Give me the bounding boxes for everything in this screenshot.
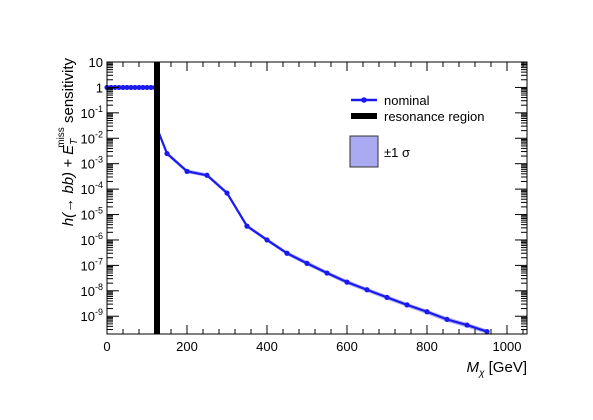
y-tick-label: 10-8 — [81, 282, 103, 299]
legend-nominal-label: nominal — [384, 93, 430, 108]
y-tick-label: 10-7 — [81, 256, 103, 273]
nominal-data-point — [148, 84, 154, 91]
nominal-data-point — [464, 322, 470, 328]
legend-resonance-swatch — [351, 113, 377, 119]
legend: nominal resonance region ±1 σ — [349, 93, 484, 168]
y-tick-label: 1 — [96, 80, 103, 95]
nominal-data-point — [184, 168, 190, 174]
y-tick-label: 10-1 — [81, 104, 103, 121]
nominal-data-point — [144, 84, 150, 91]
nominal-data-point — [324, 270, 330, 276]
legend-sigma-swatch — [349, 135, 379, 168]
nominal-data-point — [140, 84, 146, 91]
nominal-data-point — [364, 287, 370, 293]
nominal-data-point — [384, 294, 390, 301]
legend-resonance-label: resonance region — [384, 109, 484, 124]
nominal-line-layer — [104, 84, 490, 335]
legend-sigma-label: ±1 σ — [384, 145, 410, 160]
x-tick-label: 400 — [256, 339, 278, 354]
y-axis-label: h(→ bb) + ETmiss sensitivity — [56, 58, 80, 227]
y-tick-label: 10 — [89, 55, 103, 70]
plot-frame — [106, 61, 528, 335]
x-tick-label: 200 — [176, 339, 198, 354]
nominal-data-point — [424, 309, 430, 315]
nominal-data-point — [204, 172, 210, 178]
nominal-data-point — [444, 316, 450, 323]
ticks-layer: 0 200 400 600 800 1000 10 1 10-1 10-2 10-3 10-4 10-5… — [81, 55, 527, 354]
nominal-data-point — [344, 279, 350, 285]
nominal-data-point — [124, 84, 130, 91]
axes-layer — [106, 61, 528, 335]
nominal-data-point — [128, 84, 134, 91]
nominal-data-point — [244, 223, 250, 229]
nominal-data-point — [484, 328, 490, 335]
y-tick-label: 10-2 — [81, 129, 103, 146]
nominal-data-point — [224, 190, 230, 196]
nominal-data-point — [264, 237, 270, 243]
legend-nominal-marker — [361, 97, 367, 103]
x-axis-label: Mχ [GeV] — [467, 359, 528, 379]
x-tick-label: 0 — [103, 339, 110, 354]
y-tick-label: 10-9 — [81, 307, 103, 324]
nominal-data-point — [164, 150, 170, 157]
y-tick-label: 10-4 — [81, 180, 103, 197]
nominal-data-point — [304, 260, 310, 266]
x-tick-label: 1000 — [493, 339, 522, 354]
nominal-data-point — [404, 302, 410, 308]
x-tick-label: 600 — [336, 339, 358, 354]
nominal-data-point — [284, 250, 290, 256]
nominal-data-point — [132, 84, 138, 91]
nominal-data-point — [120, 84, 126, 91]
y-tick-label: 10-3 — [81, 155, 103, 172]
nominal-data-point — [136, 84, 142, 91]
y-tick-label: 10-6 — [81, 231, 103, 248]
y-tick-label: 10-5 — [81, 206, 103, 223]
x-tick-label: 800 — [416, 339, 438, 354]
